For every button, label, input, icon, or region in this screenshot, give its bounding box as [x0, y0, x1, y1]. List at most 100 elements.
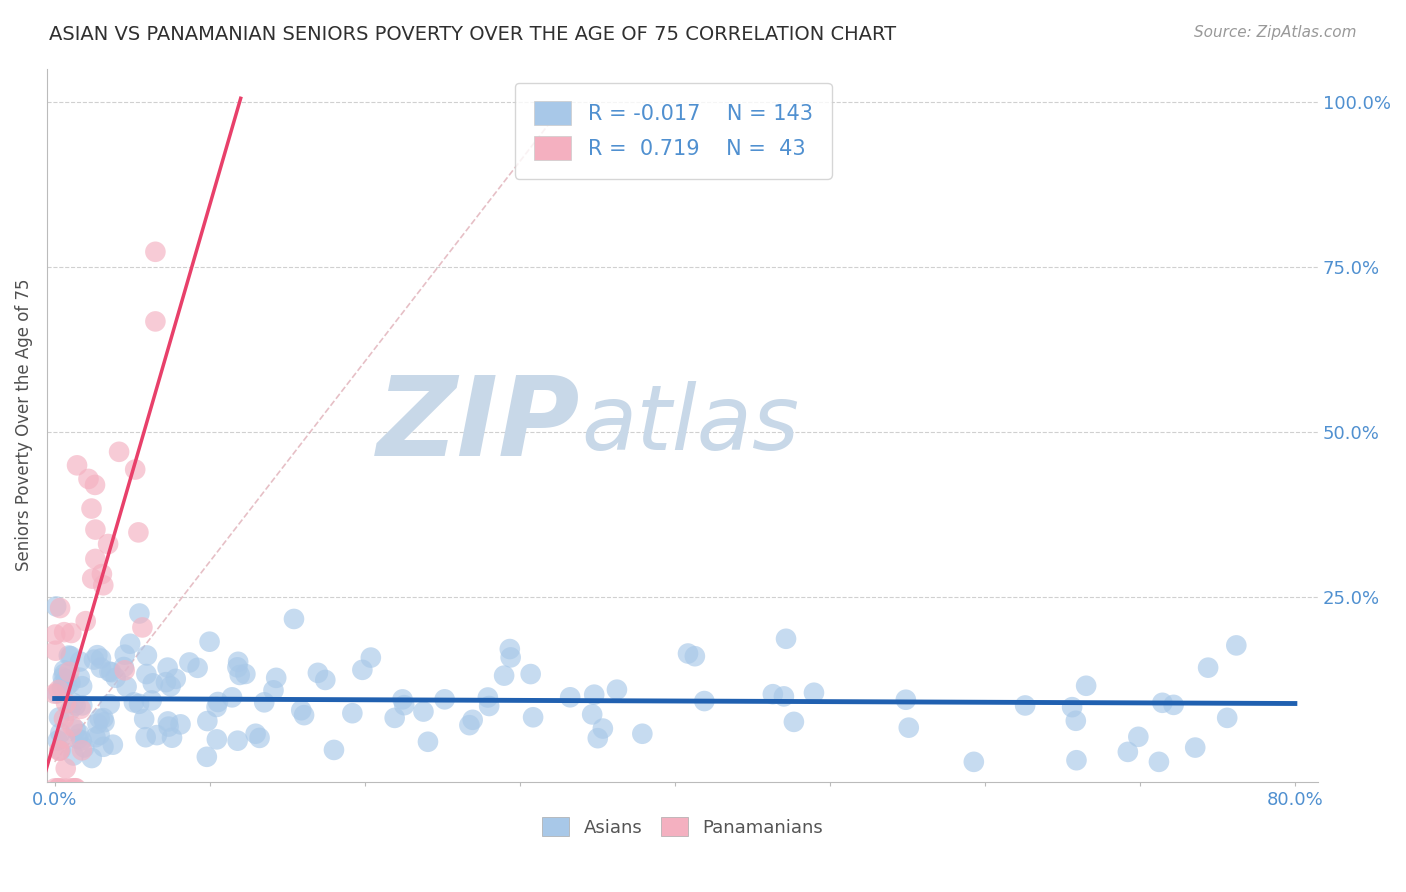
Point: [65, 781, 87, 796]
Point: [53, 666, 76, 681]
Point: [127, 525, 149, 540]
Point: [1152, 696, 1174, 710]
Point: [62, 781, 84, 796]
Point: [69, 671, 91, 685]
Point: [55, 672, 77, 686]
Point: [683, 649, 706, 664]
Point: [84, 523, 107, 537]
Point: [120, 637, 142, 651]
Point: [93, 711, 115, 725]
Point: [135, 730, 157, 744]
Point: [314, 673, 336, 687]
Point: [90, 567, 112, 582]
Point: [45, 643, 67, 657]
Point: [494, 668, 516, 682]
Point: [65, 698, 87, 713]
Point: [52, 671, 75, 685]
Point: [762, 687, 785, 701]
Point: [59, 676, 82, 690]
Point: [131, 620, 153, 634]
Point: [98, 665, 121, 679]
Point: [98, 697, 121, 711]
Point: [783, 714, 806, 729]
Point: [205, 700, 228, 714]
Point: [141, 693, 163, 707]
Point: [165, 672, 187, 686]
Point: [135, 667, 157, 681]
Point: [226, 733, 249, 747]
Y-axis label: Seniors Poverty Over the Age of 75: Seniors Poverty Over the Age of 75: [15, 279, 32, 572]
Point: [46, 686, 69, 700]
Point: [135, 648, 157, 663]
Point: [90, 661, 112, 675]
Point: [226, 660, 249, 674]
Point: [228, 668, 250, 682]
Point: [1014, 698, 1036, 713]
Point: [433, 692, 456, 706]
Point: [58, 781, 80, 796]
Point: [75, 614, 97, 628]
Point: [221, 690, 243, 705]
Point: [263, 683, 285, 698]
Point: [290, 703, 312, 717]
Point: [1062, 700, 1084, 714]
Point: [58, 648, 80, 663]
Point: [53, 731, 76, 746]
Point: [89, 712, 111, 726]
Point: [156, 714, 179, 729]
Point: [66, 458, 89, 473]
Point: [128, 697, 150, 711]
Point: [249, 731, 271, 745]
Point: [128, 607, 150, 621]
Point: [1064, 714, 1087, 728]
Point: [631, 727, 654, 741]
Point: [84, 730, 107, 744]
Point: [1128, 730, 1150, 744]
Point: [115, 680, 138, 694]
Point: [108, 445, 131, 459]
Point: [122, 695, 145, 709]
Point: [245, 727, 267, 741]
Point: [142, 676, 165, 690]
Point: [52, 712, 75, 726]
Point: [69, 727, 91, 741]
Point: [91, 578, 114, 592]
Point: [1116, 745, 1139, 759]
Point: [160, 731, 183, 745]
Point: [606, 682, 628, 697]
Point: [86, 648, 108, 662]
Point: [1216, 711, 1239, 725]
Point: [155, 675, 177, 690]
Point: [58, 665, 80, 679]
Point: [89, 728, 111, 742]
Point: [55, 761, 77, 775]
Point: [46, 781, 69, 796]
Point: [773, 690, 796, 704]
Point: [45, 599, 67, 614]
Point: [69, 655, 91, 669]
Point: [226, 655, 249, 669]
Point: [478, 698, 501, 713]
Point: [292, 708, 315, 723]
Point: [114, 648, 136, 662]
Point: [62, 719, 84, 733]
Text: Source: ZipAtlas.com: Source: ZipAtlas.com: [1194, 25, 1357, 40]
Point: [49, 743, 72, 757]
Point: [205, 732, 228, 747]
Point: [195, 714, 218, 728]
Point: [207, 695, 229, 709]
Point: [897, 721, 920, 735]
Point: [499, 650, 522, 665]
Point: [342, 706, 364, 721]
Text: ASIAN VS PANAMANIAN SENIORS POVERTY OVER THE AGE OF 75 CORRELATION CHART: ASIAN VS PANAMANIAN SENIORS POVERTY OVER…: [49, 25, 897, 44]
Point: [179, 656, 201, 670]
Point: [62, 696, 84, 710]
Point: [69, 702, 91, 716]
Point: [1074, 679, 1097, 693]
Point: [519, 667, 541, 681]
Point: [114, 663, 136, 677]
Point: [52, 676, 75, 690]
Point: [93, 739, 115, 754]
Point: [581, 707, 603, 722]
Point: [1147, 755, 1170, 769]
